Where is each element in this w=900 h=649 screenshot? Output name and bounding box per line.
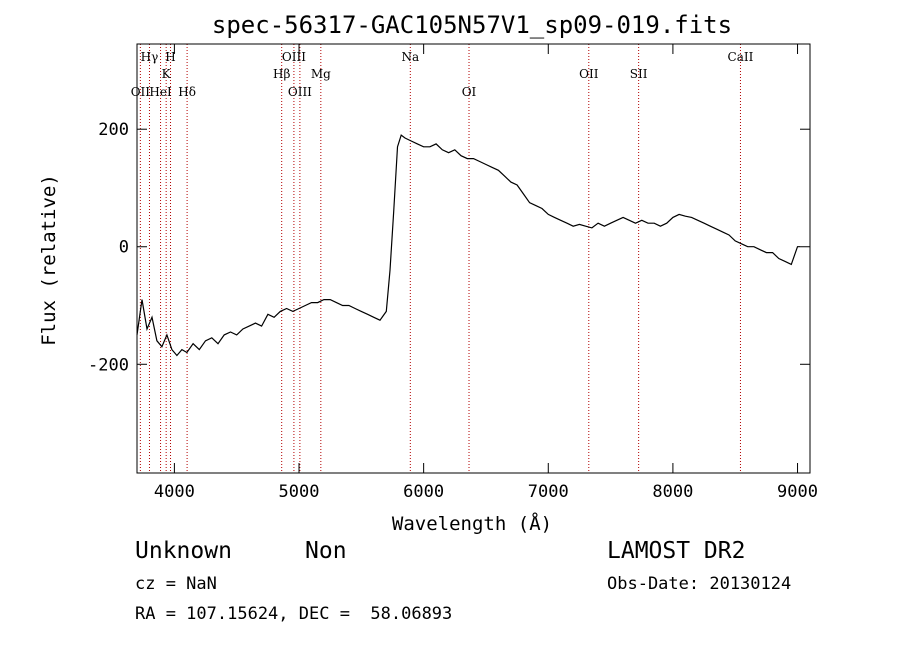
- x-axis-label: Wavelength (Å): [392, 512, 552, 535]
- object-class: Unknown: [135, 538, 232, 564]
- y-axis-ticks: -200 0 200: [88, 120, 810, 375]
- y-tick-label: -200: [88, 355, 129, 375]
- object-subclass: Non: [305, 538, 347, 564]
- survey-name: LAMOST DR2: [607, 538, 746, 564]
- spectral-line-label: HeI: [149, 85, 172, 99]
- spectral-line-label: Mg: [311, 67, 331, 81]
- x-tick-label: 4000: [154, 482, 195, 502]
- y-tick-label: 0: [119, 238, 129, 258]
- spectral-line-label: Hβ: [273, 67, 290, 81]
- spectral-line-label: OII: [131, 85, 151, 99]
- coordinates: RA = 107.15624, DEC = 58.06893: [135, 604, 453, 624]
- spectral-line-label: Na: [401, 50, 419, 64]
- spectral-line-label: SII: [630, 67, 648, 81]
- redshift-cz: cz = NaN: [135, 574, 217, 594]
- spectral-line-label: OII: [579, 67, 599, 81]
- spectral-line-markers: [139, 44, 741, 473]
- spectral-line-label: CaII: [728, 50, 754, 64]
- x-tick-label: 6000: [403, 482, 444, 502]
- spectral-line-labels: OII Hγ HeI KH Hδ Hβ OIII OIII Mg Na OI OII SII CaII: [131, 50, 754, 99]
- spectral-line-label: Hγ: [141, 50, 159, 64]
- spectral-line-label: H: [165, 50, 175, 64]
- x-tick-label: 9000: [777, 482, 818, 502]
- y-axis-label: Flux (relative): [38, 174, 60, 346]
- spectral-line-label: K: [162, 67, 172, 81]
- spectral-line-label: OIII: [288, 85, 312, 99]
- x-tick-label: 8000: [652, 482, 693, 502]
- y-tick-label: 200: [98, 120, 129, 140]
- spectral-line-label: OI: [462, 85, 477, 99]
- x-tick-label: 5000: [279, 482, 320, 502]
- plot-frame: [136, 43, 811, 474]
- observation-date: Obs-Date: 20130124: [607, 574, 792, 594]
- spectral-line-label: OIII: [282, 50, 306, 64]
- chart-title: spec-56317-GAC105N57V1_sp09-019.fits: [212, 11, 732, 39]
- x-tick-label: 7000: [528, 482, 569, 502]
- spectrum-line: [136, 134, 800, 357]
- x-axis-ticks: 4000 5000 6000 7000 8000 9000: [154, 44, 818, 502]
- spectral-line-label: Hδ: [178, 85, 196, 99]
